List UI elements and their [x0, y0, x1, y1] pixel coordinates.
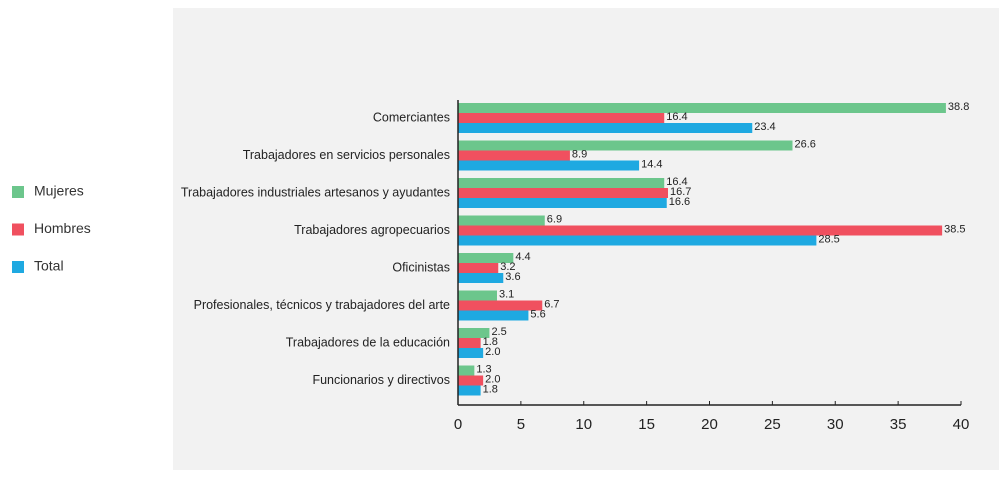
category-label: Trabajadores industriales artesanos y ay… — [181, 185, 450, 199]
category-label: Trabajadores en servicios personales — [243, 148, 450, 162]
value-label: 1.3 — [476, 363, 491, 375]
value-label: 14.4 — [641, 158, 662, 170]
x-tick-label: 0 — [454, 416, 462, 433]
bar — [458, 215, 545, 226]
value-label: 16.4 — [666, 111, 687, 123]
legend-swatch — [12, 261, 24, 273]
bar — [458, 300, 543, 311]
x-tick-label: 25 — [764, 416, 781, 433]
x-tick-label: 40 — [953, 416, 970, 433]
bar — [458, 273, 504, 283]
bar — [458, 103, 946, 113]
value-label: 26.6 — [794, 138, 815, 150]
x-tick-label: 5 — [517, 416, 525, 433]
bar — [458, 150, 570, 161]
legend-swatch — [12, 223, 24, 236]
value-label: 2.0 — [485, 346, 500, 358]
bar — [458, 328, 490, 338]
value-label: 28.5 — [818, 233, 839, 245]
x-tick-label: 15 — [638, 416, 655, 433]
bar — [458, 113, 665, 123]
value-label: 6.9 — [547, 213, 562, 225]
bar — [458, 253, 514, 263]
legend-label: Total — [34, 258, 64, 274]
value-label: 16.7 — [670, 186, 691, 198]
bar — [458, 123, 753, 133]
category-label: Funcionarios y directivos — [312, 373, 450, 387]
value-label: 3.1 — [499, 288, 514, 300]
value-label: 38.8 — [948, 101, 969, 113]
value-label: 3.2 — [500, 261, 515, 273]
category-label: Comerciantes — [373, 110, 450, 124]
bar — [458, 263, 499, 273]
category-label: Trabajadores de la educación — [286, 335, 450, 349]
bar — [458, 365, 475, 376]
x-tick-label: 20 — [701, 416, 718, 433]
value-label: 23.4 — [754, 121, 775, 133]
value-label: 1.8 — [483, 383, 498, 395]
bar — [458, 290, 497, 301]
value-label: 1.8 — [483, 336, 498, 348]
value-label: 2.5 — [491, 326, 506, 338]
legend-label: Hombres — [34, 220, 91, 236]
category-label: Oficinistas — [392, 260, 450, 274]
value-label: 3.6 — [505, 271, 520, 283]
bar — [458, 225, 943, 236]
bar — [458, 198, 667, 208]
category-label: Profesionales, técnicos y trabajadores d… — [194, 298, 450, 312]
x-tick-label: 30 — [827, 416, 844, 433]
category-label: Trabajadores agropecuarios — [294, 223, 450, 237]
bar — [458, 235, 817, 246]
value-label: 6.7 — [544, 298, 559, 310]
bar — [458, 160, 640, 171]
value-label: 2.0 — [485, 373, 500, 385]
value-label: 38.5 — [944, 223, 965, 235]
value-label: 16.6 — [669, 196, 690, 208]
bar — [458, 348, 484, 358]
bar — [458, 140, 793, 151]
bar — [458, 385, 481, 396]
bar — [458, 178, 665, 188]
value-label: 16.4 — [666, 176, 687, 188]
bar — [458, 338, 481, 348]
legend-label: Mujeres — [34, 183, 84, 199]
x-tick-label: 35 — [890, 416, 907, 433]
value-label: 5.6 — [530, 308, 545, 320]
bar — [458, 188, 669, 198]
legend-swatch — [12, 186, 24, 198]
bar — [458, 375, 484, 386]
value-label: 4.4 — [515, 251, 530, 263]
bar — [458, 310, 529, 321]
x-tick-label: 10 — [575, 416, 592, 433]
value-label: 8.9 — [572, 148, 587, 160]
